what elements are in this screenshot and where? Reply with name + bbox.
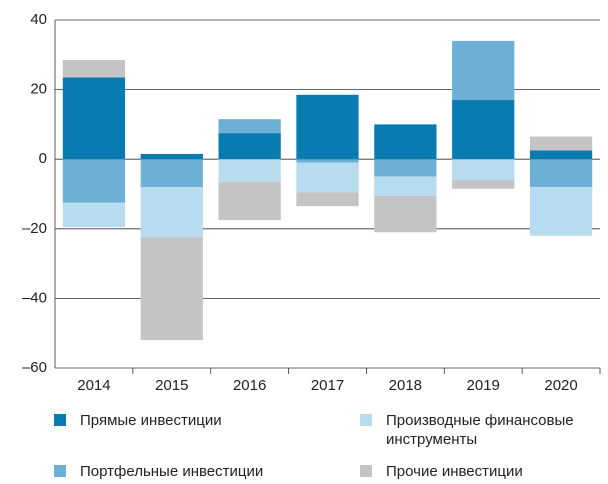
bar-segment bbox=[62, 202, 126, 228]
bar-segment bbox=[452, 180, 515, 189]
bar-segment bbox=[374, 195, 437, 233]
x-tick-label: 2015 bbox=[155, 377, 188, 394]
bar-segment bbox=[140, 187, 203, 238]
bar-segment bbox=[218, 159, 281, 182]
y-tick-label: 40 bbox=[30, 11, 47, 28]
legend-swatch bbox=[360, 465, 372, 477]
legend-swatch bbox=[54, 465, 66, 477]
bar-segment bbox=[62, 159, 126, 203]
bar-segment bbox=[529, 150, 593, 160]
bar-segment bbox=[529, 159, 593, 188]
legend-item: Производные финансовые инструменты bbox=[360, 411, 600, 449]
bar-segment bbox=[140, 237, 203, 341]
bar-segment bbox=[296, 159, 359, 163]
bar-segment bbox=[218, 133, 281, 160]
y-tick-label: 20 bbox=[30, 81, 47, 98]
bar-segment bbox=[140, 159, 203, 188]
bar-segment bbox=[140, 153, 203, 160]
bar-segment bbox=[452, 159, 515, 181]
bar-segment bbox=[62, 77, 126, 160]
legend-label: Прочие инвестиции bbox=[386, 463, 523, 480]
legend-label: Производные финансовые инструменты bbox=[386, 412, 574, 448]
legend-item: Прямые инвестиции bbox=[54, 411, 344, 430]
bar-segment bbox=[529, 187, 593, 236]
legend-item: Прочие инвестиции bbox=[360, 462, 600, 481]
x-tick-label: 2014 bbox=[77, 377, 110, 394]
bar-segment bbox=[374, 176, 437, 196]
y-tick-label: –20 bbox=[22, 220, 47, 237]
bar-segment bbox=[296, 94, 359, 160]
x-tick-label: 2017 bbox=[311, 377, 344, 394]
bar-segment bbox=[296, 192, 359, 207]
y-tick-label: –60 bbox=[22, 359, 47, 376]
bar-segment bbox=[218, 119, 281, 134]
x-tick-label: 2018 bbox=[389, 377, 422, 394]
bar-segment bbox=[62, 60, 126, 78]
legend-swatch bbox=[360, 414, 372, 426]
bar-segment bbox=[452, 100, 515, 160]
legend-swatch bbox=[54, 414, 66, 426]
x-tick-label: 2016 bbox=[233, 377, 266, 394]
bar-segment bbox=[374, 124, 437, 160]
y-tick-label: –40 bbox=[22, 289, 47, 306]
bar-segment bbox=[218, 181, 281, 221]
x-tick-label: 2019 bbox=[467, 377, 500, 394]
chart: 40 20 0 –20 –40 –60 2014 2015 2016 2017 2018 2019 20… bbox=[22, 11, 601, 394]
bar-segment bbox=[452, 40, 515, 101]
legend-label: Прямые инвестиции bbox=[80, 412, 222, 429]
x-tick-label: 2020 bbox=[544, 377, 577, 394]
legend-label: Портфельные инвестиции bbox=[80, 463, 264, 480]
legend-item: Портфельные инвестиции bbox=[54, 462, 344, 481]
bar-segment bbox=[374, 159, 437, 177]
y-tick-label: 0 bbox=[39, 150, 47, 167]
bar-segment bbox=[529, 136, 593, 151]
bar-segment bbox=[296, 162, 359, 193]
